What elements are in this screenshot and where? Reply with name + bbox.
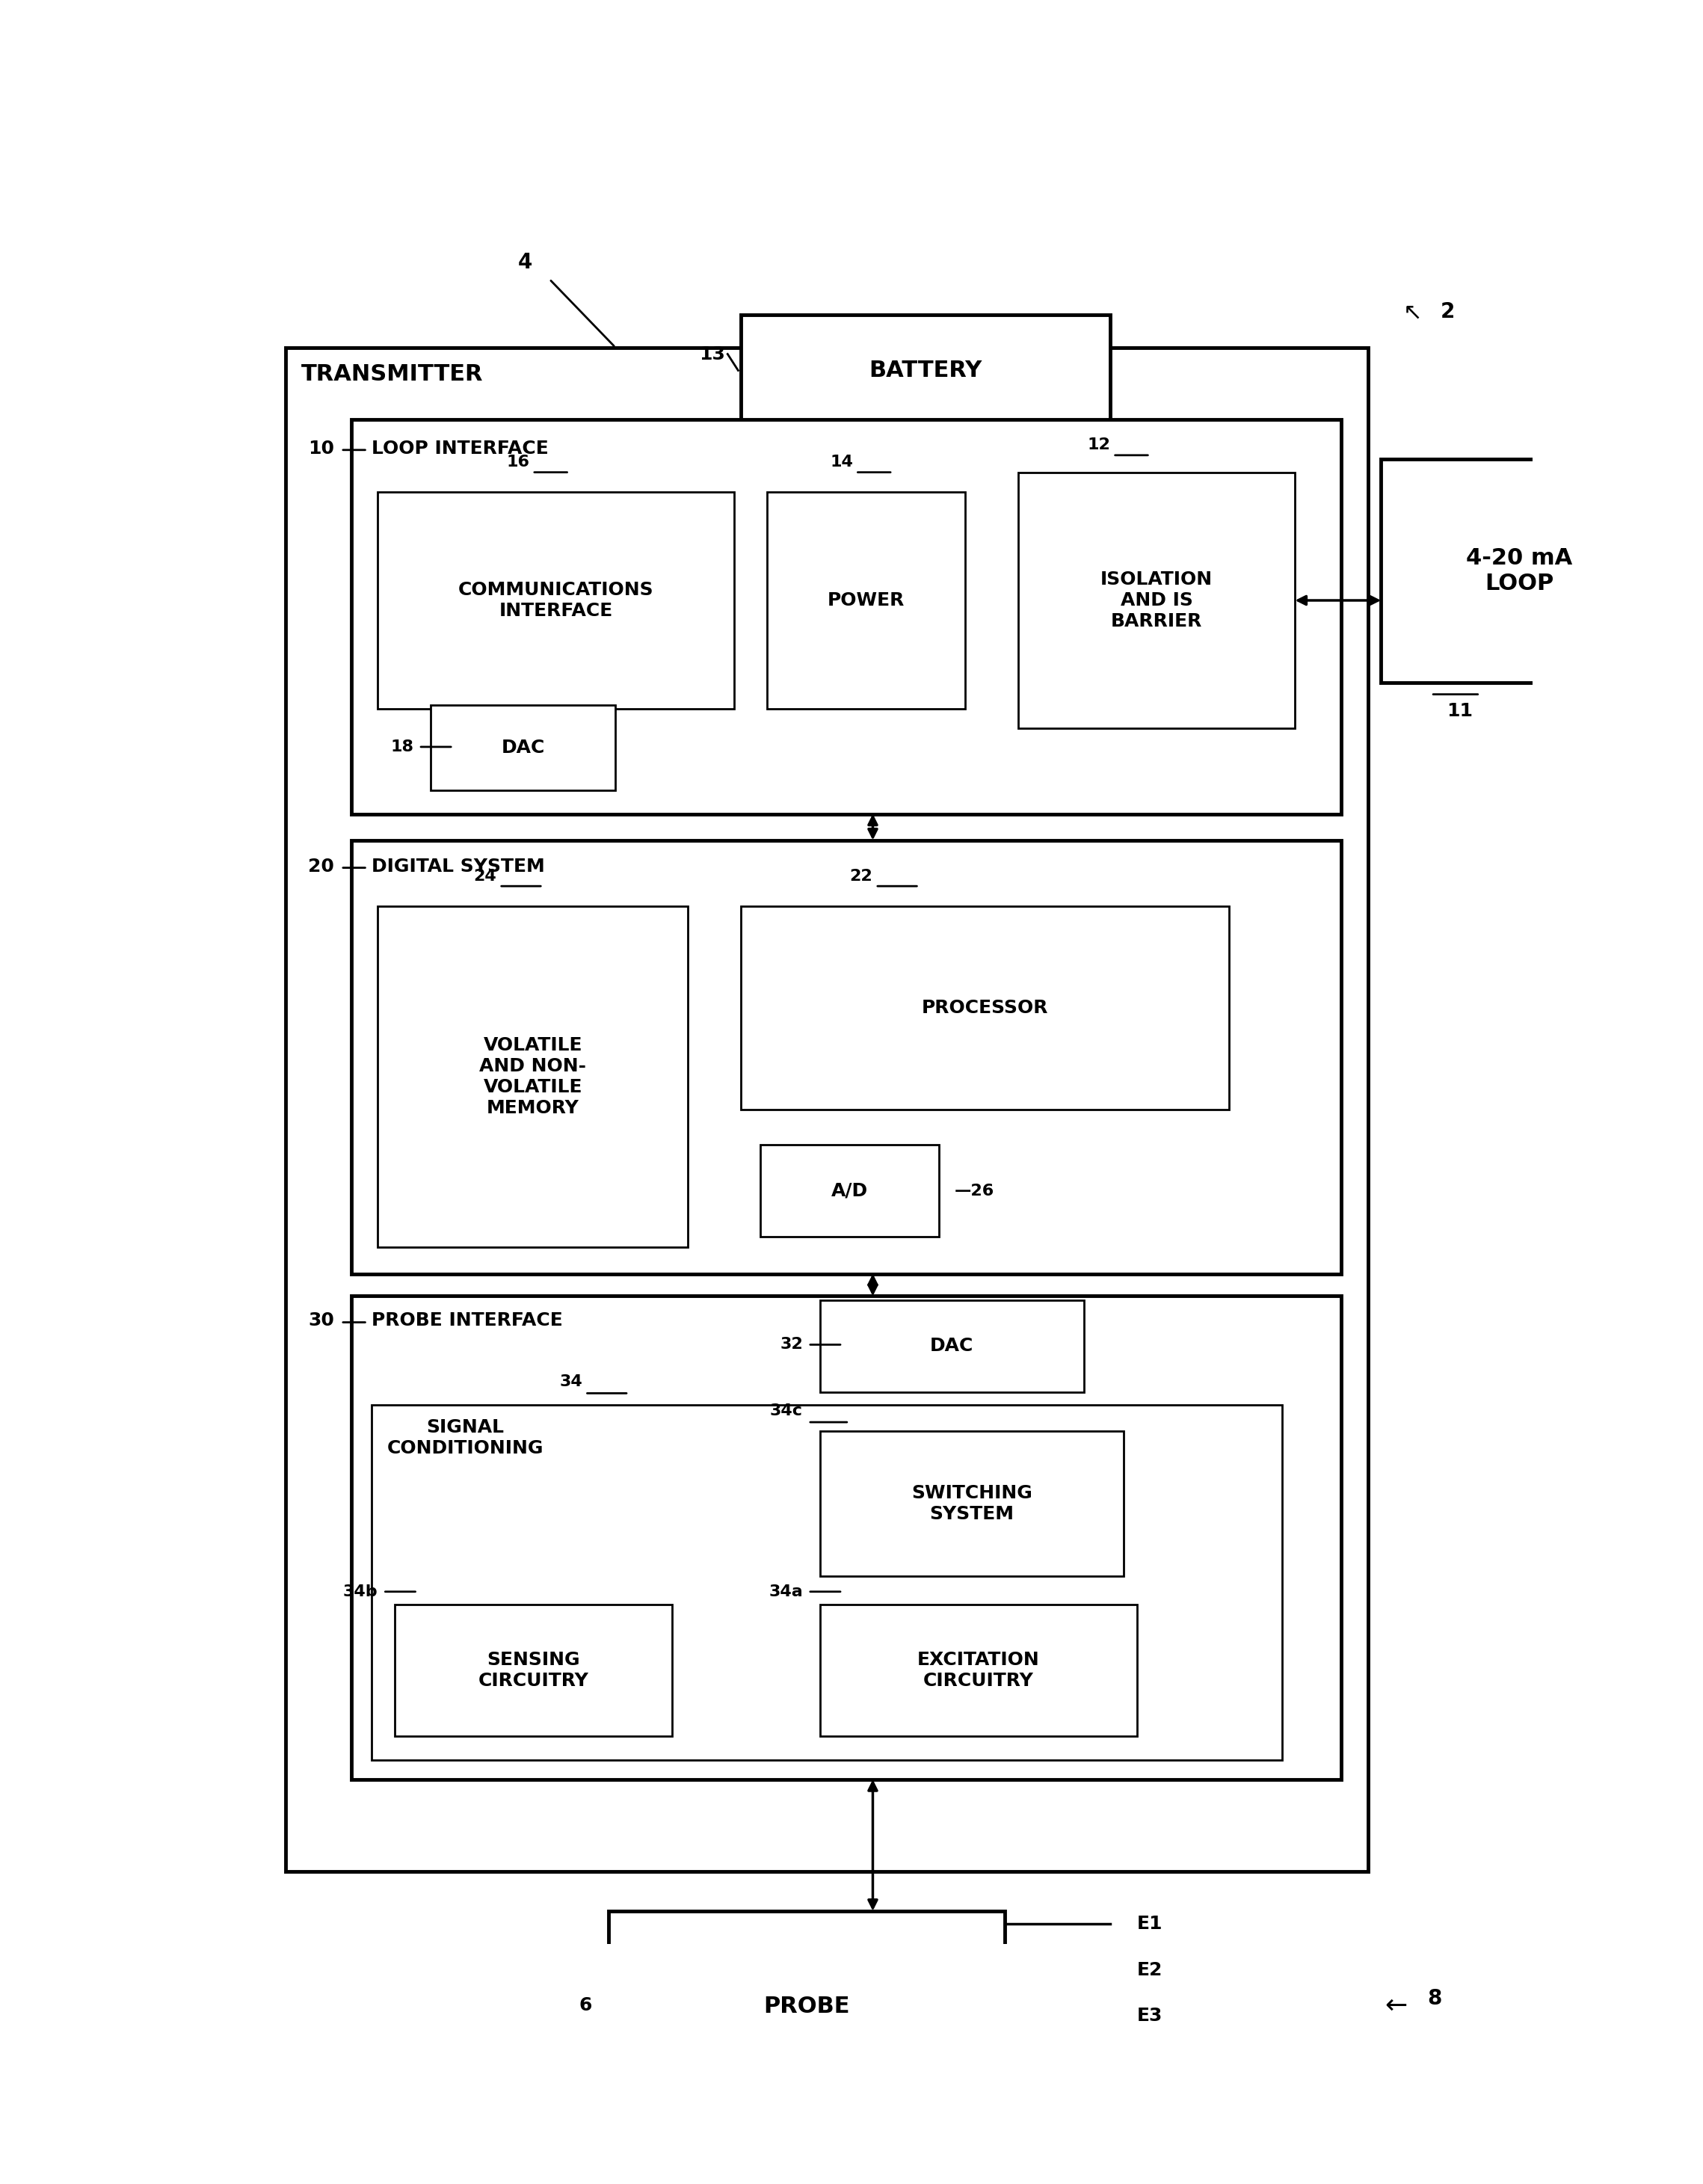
Text: $\leftarrow$: $\leftarrow$: [1379, 1992, 1407, 2018]
Bar: [378, 491, 734, 710]
Bar: [610, 1911, 1005, 2101]
Text: 4: 4: [518, 251, 533, 273]
Text: 2: 2: [1441, 301, 1454, 323]
Bar: [351, 841, 1342, 1273]
Bar: [431, 705, 615, 791]
Text: TRANSMITTER: TRANSMITTER: [301, 363, 484, 384]
Bar: [821, 1299, 1085, 1391]
Bar: [768, 491, 966, 710]
Text: 34c: 34c: [770, 1404, 802, 1417]
Bar: [1018, 472, 1296, 729]
Text: SIGNAL
CONDITIONING: SIGNAL CONDITIONING: [387, 1417, 543, 1457]
Text: 13: 13: [698, 345, 725, 363]
Text: BATTERY: BATTERY: [869, 360, 983, 382]
Text: A/D: A/D: [831, 1182, 869, 1199]
Text: DAC: DAC: [930, 1337, 974, 1354]
Bar: [351, 1295, 1342, 1780]
Text: EXCITATION
CIRCUITRY: EXCITATION CIRCUITRY: [918, 1651, 1039, 1690]
Text: 11: 11: [1448, 703, 1473, 721]
Text: 4-20 mA
LOOP: 4-20 mA LOOP: [1466, 548, 1572, 594]
Text: 10: 10: [308, 439, 334, 456]
Text: —26: —26: [955, 1184, 995, 1199]
Text: 12: 12: [1087, 437, 1110, 452]
Bar: [378, 906, 688, 1247]
Text: PROBE INTERFACE: PROBE INTERFACE: [371, 1313, 562, 1330]
Text: 34a: 34a: [768, 1583, 802, 1599]
Text: 20: 20: [308, 858, 334, 876]
Bar: [821, 1605, 1138, 1736]
Text: PROCESSOR: PROCESSOR: [921, 998, 1049, 1016]
Text: 18: 18: [390, 740, 414, 753]
Text: $\nwarrow$: $\nwarrow$: [1398, 301, 1420, 323]
Bar: [395, 1605, 673, 1736]
Bar: [351, 419, 1342, 815]
Bar: [741, 314, 1110, 426]
Text: 34b: 34b: [342, 1583, 378, 1599]
Text: E1: E1: [1138, 1915, 1163, 1933]
Bar: [286, 347, 1368, 1872]
Text: PROBE: PROBE: [763, 1996, 850, 2018]
Bar: [1381, 459, 1659, 681]
Text: DIGITAL SYSTEM: DIGITAL SYSTEM: [371, 858, 545, 876]
Text: LOOP INTERFACE: LOOP INTERFACE: [371, 439, 548, 456]
Bar: [741, 906, 1230, 1109]
Text: ISOLATION
AND IS
BARRIER: ISOLATION AND IS BARRIER: [1100, 570, 1213, 631]
Text: POWER: POWER: [828, 592, 904, 609]
Text: 30: 30: [308, 1313, 334, 1330]
Bar: [761, 1144, 938, 1236]
Text: DAC: DAC: [501, 738, 545, 756]
Text: 24: 24: [473, 869, 497, 885]
Text: 6: 6: [579, 1996, 591, 2014]
Bar: [371, 1404, 1282, 1760]
Text: SENSING
CIRCUITRY: SENSING CIRCUITRY: [479, 1651, 589, 1690]
Text: SWITCHING
SYSTEM: SWITCHING SYSTEM: [911, 1485, 1032, 1522]
Text: COMMUNICATIONS
INTERFACE: COMMUNICATIONS INTERFACE: [458, 581, 654, 620]
Text: 8: 8: [1427, 1987, 1442, 2009]
Text: VOLATILE
AND NON-
VOLATILE
MEMORY: VOLATILE AND NON- VOLATILE MEMORY: [480, 1037, 586, 1116]
Text: E3: E3: [1138, 2007, 1163, 2025]
Text: 22: 22: [850, 869, 874, 885]
Text: 32: 32: [780, 1337, 802, 1352]
Text: 14: 14: [829, 454, 853, 470]
Text: 34: 34: [560, 1374, 582, 1389]
Bar: [821, 1431, 1124, 1577]
Text: 16: 16: [506, 454, 530, 470]
Text: E2: E2: [1138, 1961, 1163, 1979]
